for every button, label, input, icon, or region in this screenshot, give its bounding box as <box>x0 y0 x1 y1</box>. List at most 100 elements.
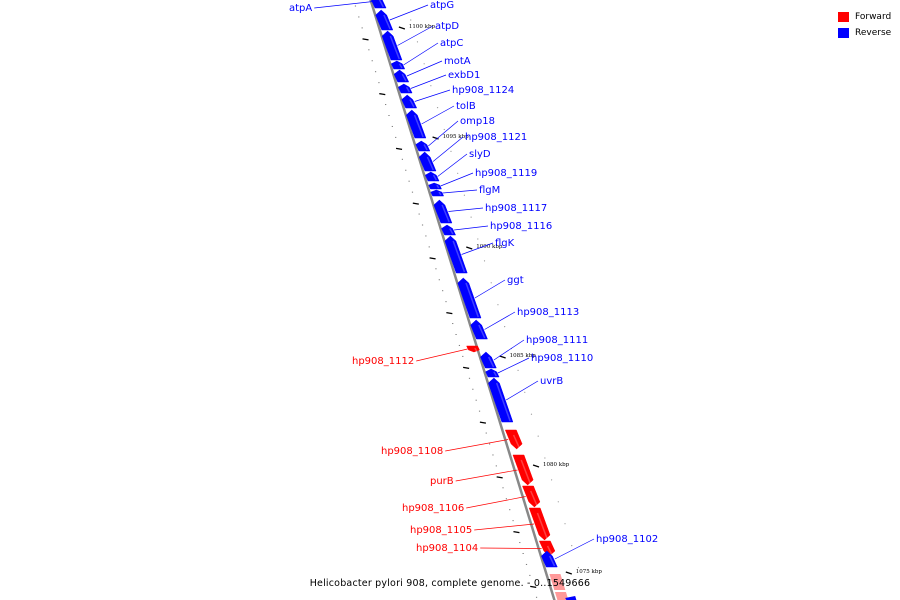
gene-label-hp908_1106: hp908_1106 <box>402 503 464 514</box>
leader-line <box>505 380 539 401</box>
gene-slyD[interactable] <box>424 171 440 182</box>
leader-line <box>445 439 509 452</box>
legend-item-reverse: Reverse <box>838 25 891 41</box>
gene-shade <box>378 0 384 8</box>
gene-motA[interactable] <box>393 69 410 83</box>
outer-tick <box>477 238 479 240</box>
gene-shade <box>438 191 442 196</box>
outer-tick <box>483 260 486 262</box>
outer-tick <box>517 369 519 371</box>
gene-hp908_1117[interactable] <box>433 199 453 224</box>
gene-flgK[interactable] <box>444 235 468 274</box>
outer-tick <box>463 194 466 196</box>
gene-hp908_1110[interactable] <box>485 368 500 378</box>
gene-purB[interactable] <box>512 454 534 486</box>
gene-hp908_1111[interactable] <box>480 351 497 369</box>
leader-line <box>474 523 535 531</box>
gene-atpC[interactable] <box>390 60 406 70</box>
leader-line <box>397 25 434 46</box>
kbp-tick-label: 1090 kbp <box>476 244 503 250</box>
gene-hp908_1108[interactable] <box>504 429 523 450</box>
gene-shade <box>520 459 532 485</box>
label-leader-lines <box>314 1 595 560</box>
gene-shade <box>493 371 497 377</box>
gene-partial-forward <box>554 592 569 600</box>
gene-shade <box>449 228 454 235</box>
kbp-tick <box>398 26 406 30</box>
gene-uvrB[interactable] <box>488 377 514 423</box>
gene-label-hp908_1102: hp908_1102 <box>596 534 658 545</box>
gene-hp908_1106[interactable] <box>522 485 541 508</box>
gene-hp908_1113[interactable] <box>470 319 488 340</box>
forward-swatch <box>838 12 849 22</box>
gene-shade <box>474 347 478 352</box>
inner-tick <box>379 92 386 96</box>
kbp-tick <box>532 464 540 468</box>
genome-backbone <box>369 0 556 600</box>
gene-labels: atpA atpG atpD atpC motA exbD1 hp908_1124 tolB o… <box>289 0 658 554</box>
leader-line <box>497 357 530 374</box>
gene-label-exbD1: exbD1 <box>448 70 480 81</box>
gene-shade <box>441 204 450 223</box>
leader-line <box>554 538 595 560</box>
kbp-tick-label: 1085 kbp <box>510 353 537 359</box>
gene-hp908_1104[interactable] <box>538 540 556 557</box>
outer-tick <box>564 523 566 525</box>
gene-atpD[interactable] <box>381 30 403 61</box>
gene-shade <box>426 156 434 171</box>
outer-tick <box>551 479 553 481</box>
leader-line <box>432 136 464 162</box>
gene-hp908_1102[interactable] <box>541 550 558 568</box>
gene-shade <box>432 174 437 181</box>
gene-label-hp908_1116: hp908_1116 <box>490 221 552 232</box>
legend: Forward Reverse <box>838 9 891 41</box>
outer-tick <box>423 63 425 65</box>
gene-atpA[interactable] <box>371 0 387 9</box>
leader-line <box>406 60 443 77</box>
gene-omp18[interactable] <box>415 140 431 152</box>
leader-line <box>442 189 478 194</box>
gene-flgM[interactable] <box>430 189 445 197</box>
gene-shade <box>478 324 486 339</box>
gene-hp908_1121[interactable] <box>418 151 437 172</box>
gene-exbD1[interactable] <box>398 83 413 94</box>
gene-atpG[interactable] <box>375 9 394 31</box>
outer-tick <box>571 545 573 547</box>
gene-shade <box>413 114 424 138</box>
outer-tick <box>544 457 546 459</box>
gene-label-omp18: omp18 <box>460 116 495 127</box>
gene-hp908_1116[interactable] <box>441 224 456 236</box>
inner-tick <box>412 202 419 205</box>
gene-ggt[interactable] <box>457 277 482 319</box>
gene-shade <box>548 555 556 567</box>
leader-line <box>437 153 468 177</box>
leader-line <box>416 348 468 362</box>
gene-hp908_1105[interactable] <box>528 507 551 541</box>
outer-tick <box>577 566 580 569</box>
inner-tick <box>530 585 537 588</box>
outer-tick <box>416 41 419 43</box>
gene-shade <box>530 490 538 507</box>
inner-tick <box>513 530 520 534</box>
gene-label-flgK: flgK <box>495 238 515 249</box>
gene-shade <box>512 434 521 449</box>
gene-hp908_1124[interactable] <box>401 94 418 109</box>
gene-shade <box>405 86 410 93</box>
gene-hp908_1119[interactable] <box>428 182 442 190</box>
kbp-tick <box>499 355 506 359</box>
inner-tick <box>496 476 503 479</box>
gene-shade <box>398 63 403 69</box>
gene-hp908_1112[interactable] <box>466 345 480 353</box>
leader-line <box>455 469 518 482</box>
gene-label-hp908_1121: hp908_1121 <box>465 132 527 143</box>
outer-tick <box>490 282 492 284</box>
reverse-swatch <box>838 28 849 38</box>
leader-line <box>410 74 447 89</box>
gene-shade <box>465 282 479 318</box>
gene-tolB[interactable] <box>406 109 427 139</box>
gene-label-atpG: atpG <box>430 0 454 11</box>
inner-tick <box>395 147 403 150</box>
outer-tick <box>443 128 445 131</box>
gene-label-atpA: atpA <box>289 3 312 14</box>
gene-label-ggt: ggt <box>507 275 524 286</box>
